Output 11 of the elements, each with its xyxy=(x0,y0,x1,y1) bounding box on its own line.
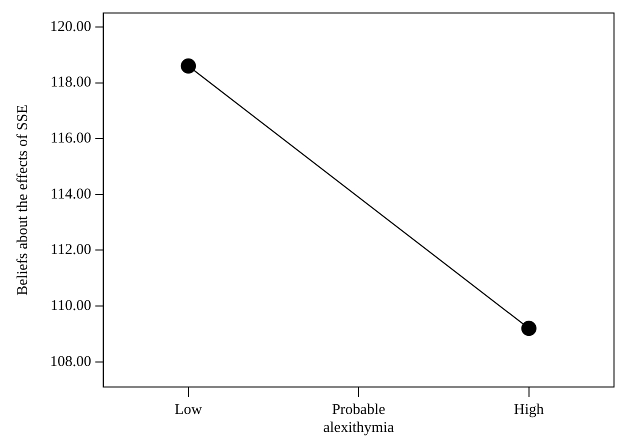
y-tick-label: 118.00 xyxy=(50,74,92,91)
y-tick-label: 110.00 xyxy=(50,298,92,314)
x-tick-label: Probable alexithymia xyxy=(323,402,394,436)
y-tick-label: 108.00 xyxy=(50,354,92,370)
y-tick-label: 112.00 xyxy=(50,242,92,258)
x-tick-label: High xyxy=(514,402,544,418)
y-tick-label: 114.00 xyxy=(50,186,92,202)
y-tick-label: 120.00 xyxy=(50,18,92,35)
y-tick-label: 116.00 xyxy=(50,130,92,147)
x-tick-label: Low xyxy=(174,402,202,418)
y-axis-title: Beliefs about the effects of SSE xyxy=(14,104,31,296)
